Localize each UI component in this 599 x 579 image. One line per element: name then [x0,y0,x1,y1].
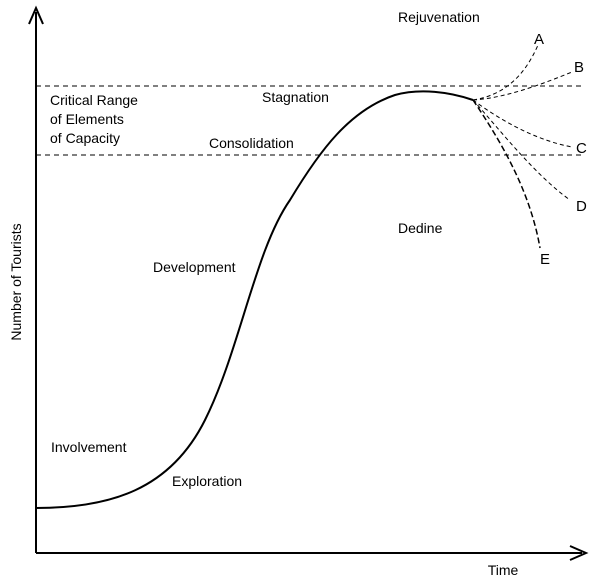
capacity-label-line-3: of Capacity [50,130,120,146]
life-cycle-curve [35,90,474,509]
stage-label-exploration: Exploration [172,473,242,489]
x-axis-arrow [569,545,589,561]
stage-label-rejuvenation: Rejuvenation [398,9,480,25]
stage-label-involvement: Involvement [51,439,127,455]
y-axis-arrow [28,5,44,25]
capacity-label-line-1: Critical Range [50,92,138,108]
stage-label-stagnation: Stagnation [262,89,329,105]
branch-curve-d [472,99,571,201]
stage-label-development: Development [153,259,236,275]
stage-label-decline: Dedine [398,220,443,236]
branch-label-b: B [574,59,584,76]
branch-curve-c [472,99,573,148]
branch-curve-e [472,99,541,249]
stage-label-consolidation: Consolidation [209,135,294,151]
branch-label-c: C [576,140,587,157]
y-axis-label: Number of Tourists [8,223,24,340]
branch-curve-a [472,44,539,101]
branch-label-e: E [540,251,550,268]
branch-curve-b [472,71,573,101]
x-axis-label: Time [488,562,519,578]
branch-label-a: A [534,31,544,48]
branch-label-d: D [576,198,587,215]
capacity-label-line-2: of Elements [50,111,124,127]
